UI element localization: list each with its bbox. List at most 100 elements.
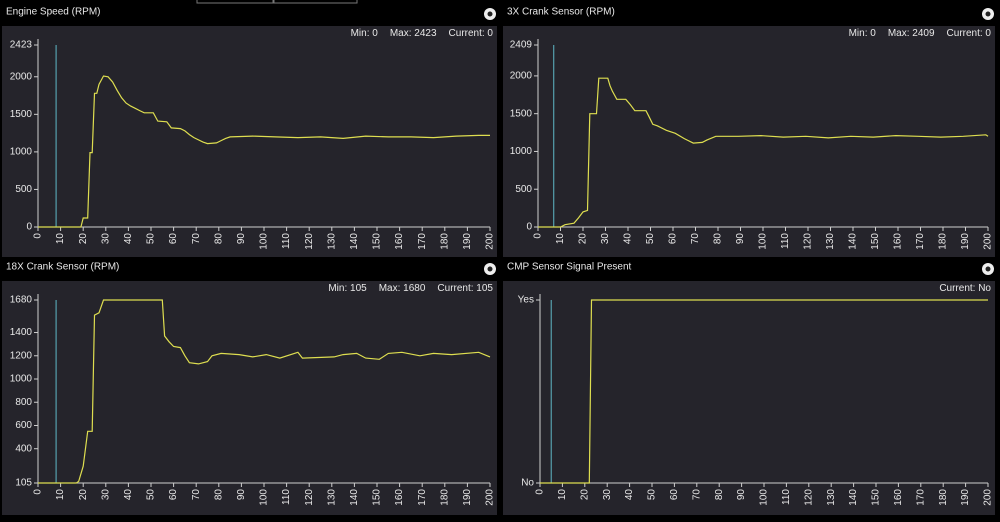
y-tick-label: No bbox=[521, 478, 534, 489]
x-tick-label: 110 bbox=[281, 233, 292, 249]
data-line bbox=[540, 299, 988, 484]
stat: Max: 2409 bbox=[888, 28, 935, 39]
x-tick-label: 160 bbox=[893, 233, 904, 250]
x-tick-label: 40 bbox=[123, 489, 134, 501]
y-tick-label: 0 bbox=[526, 222, 532, 233]
x-tick-label: 130 bbox=[326, 489, 337, 506]
x-tick-label: 150 bbox=[871, 489, 882, 506]
x-tick-label: 10 bbox=[55, 489, 66, 501]
radio-button[interactable] bbox=[484, 263, 496, 275]
x-tick-label: 180 bbox=[938, 233, 949, 250]
x-tick-label: 200 bbox=[485, 233, 496, 250]
y-tick-label: 1000 bbox=[510, 146, 533, 157]
toolbar-box[interactable] bbox=[273, 0, 358, 4]
radio-button[interactable] bbox=[982, 263, 994, 275]
x-tick-label: 60 bbox=[168, 489, 179, 501]
x-tick-label: 190 bbox=[960, 233, 971, 250]
radio-inner[interactable] bbox=[487, 11, 493, 17]
radio-button[interactable] bbox=[982, 8, 994, 20]
x-tick-label: 70 bbox=[191, 233, 202, 245]
x-tick-label: 150 bbox=[870, 233, 881, 250]
x-tick-label: 0 bbox=[33, 489, 44, 495]
plot-background bbox=[2, 281, 497, 515]
x-tick-label: 160 bbox=[394, 489, 405, 506]
y-tick-label: 1500 bbox=[10, 109, 33, 120]
y-tick-label: 500 bbox=[15, 184, 32, 195]
x-tick-label: 30 bbox=[100, 489, 111, 501]
radio-inner[interactable] bbox=[985, 266, 991, 272]
x-tick-label: 190 bbox=[462, 233, 473, 250]
stat: Min: 0 bbox=[849, 28, 877, 39]
stats: Current: No bbox=[939, 283, 991, 294]
x-tick-label: 100 bbox=[259, 489, 270, 506]
panel-title: 3X Crank Sensor (RPM) bbox=[507, 7, 615, 18]
panel-title: Engine Speed (RPM) bbox=[6, 7, 101, 18]
x-tick-label: 100 bbox=[259, 233, 270, 250]
x-tick-label: 180 bbox=[439, 489, 450, 506]
x-tick-label: 130 bbox=[826, 489, 837, 506]
y-tick-label: 2409 bbox=[510, 40, 533, 51]
x-tick-label: 110 bbox=[781, 489, 792, 505]
stat: Max: 2423 bbox=[390, 28, 437, 39]
y-tick-label: 600 bbox=[15, 420, 32, 431]
x-tick-label: 120 bbox=[304, 233, 315, 250]
x-tick-label: 90 bbox=[736, 489, 747, 501]
x-tick-label: 130 bbox=[825, 233, 836, 250]
plot-background bbox=[2, 26, 497, 257]
y-tick-label: 1000 bbox=[10, 374, 33, 385]
x-tick-label: 30 bbox=[602, 489, 613, 501]
y-tick-label: 1400 bbox=[10, 327, 33, 338]
y-tick-label: 1680 bbox=[10, 295, 33, 306]
radio-inner[interactable] bbox=[985, 11, 991, 17]
x-tick-label: 90 bbox=[735, 233, 746, 245]
x-tick-label: 90 bbox=[236, 233, 247, 245]
y-tick-label: 500 bbox=[515, 184, 532, 195]
y-tick-label: 2000 bbox=[510, 71, 533, 82]
stat: Current: 105 bbox=[437, 283, 493, 294]
x-tick-label: 200 bbox=[485, 489, 496, 506]
radio-button[interactable] bbox=[484, 8, 496, 20]
stat: Max: 1680 bbox=[379, 283, 426, 294]
x-tick-label: 10 bbox=[555, 233, 566, 245]
x-tick-label: 120 bbox=[304, 489, 315, 506]
x-tick-label: 180 bbox=[439, 233, 450, 250]
x-tick-label: 120 bbox=[803, 489, 814, 506]
plot-background bbox=[503, 281, 995, 515]
data-line bbox=[38, 299, 491, 484]
x-tick-label: 70 bbox=[191, 489, 202, 501]
x-tick-label: 60 bbox=[669, 489, 680, 501]
data-line bbox=[538, 77, 989, 228]
x-tick-label: 190 bbox=[462, 489, 473, 506]
x-tick-label: 70 bbox=[691, 489, 702, 501]
data-line bbox=[38, 75, 490, 228]
x-tick-label: 170 bbox=[417, 233, 428, 250]
x-tick-label: 140 bbox=[848, 489, 859, 506]
y-tick-label: 0 bbox=[26, 222, 32, 233]
radio-inner[interactable] bbox=[487, 266, 493, 272]
panel-title: 18X Crank Sensor (RPM) bbox=[6, 262, 119, 273]
y-tick-label: 2423 bbox=[10, 40, 33, 51]
x-tick-label: 170 bbox=[417, 489, 428, 506]
x-tick-label: 30 bbox=[100, 233, 111, 245]
x-tick-label: 130 bbox=[326, 233, 337, 250]
panel-title: CMP Sensor Signal Present bbox=[507, 262, 632, 273]
x-tick-label: 170 bbox=[915, 233, 926, 250]
x-tick-label: 70 bbox=[690, 233, 701, 245]
x-tick-label: 40 bbox=[624, 489, 635, 501]
stats: Min: 105 Max: 1680 Current: 105 bbox=[328, 283, 493, 294]
plot-background bbox=[503, 26, 995, 257]
stat: Current: No bbox=[939, 283, 991, 294]
x-tick-label: 100 bbox=[758, 233, 769, 250]
x-tick-label: 10 bbox=[557, 489, 568, 501]
y-tick-label: 1200 bbox=[10, 350, 33, 361]
y-tick-label: 105 bbox=[15, 478, 32, 489]
y-tick-label: 1500 bbox=[510, 108, 533, 119]
x-tick-label: 150 bbox=[372, 233, 383, 250]
stat: Current: 0 bbox=[947, 28, 992, 39]
stat: Min: 0 bbox=[351, 28, 379, 39]
x-tick-label: 20 bbox=[78, 233, 89, 245]
y-tick-label: 1000 bbox=[10, 147, 33, 158]
x-tick-label: 120 bbox=[803, 233, 814, 250]
toolbar-box[interactable] bbox=[196, 0, 274, 4]
x-tick-label: 20 bbox=[78, 489, 89, 501]
